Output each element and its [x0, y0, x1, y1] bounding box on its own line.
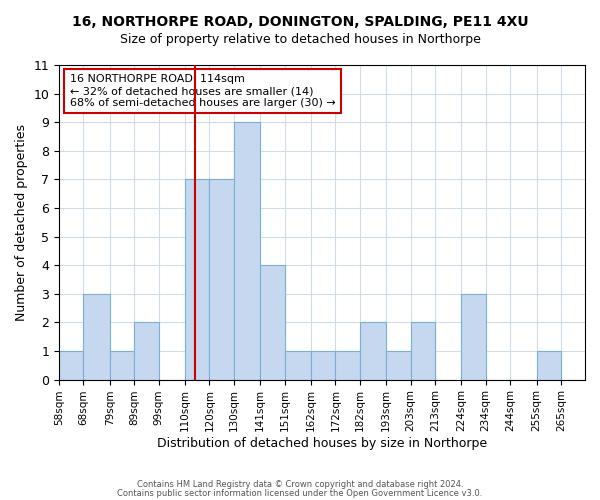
Bar — [110, 351, 134, 380]
Text: Contains public sector information licensed under the Open Government Licence v3: Contains public sector information licen… — [118, 489, 482, 498]
Bar — [359, 322, 386, 380]
Bar — [386, 351, 410, 380]
Bar — [260, 265, 284, 380]
X-axis label: Distribution of detached houses by size in Northorpe: Distribution of detached houses by size … — [157, 437, 487, 450]
Bar — [461, 294, 485, 380]
Text: Contains HM Land Registry data © Crown copyright and database right 2024.: Contains HM Land Registry data © Crown c… — [137, 480, 463, 489]
Text: Size of property relative to detached houses in Northorpe: Size of property relative to detached ho… — [119, 32, 481, 46]
Bar — [536, 351, 561, 380]
Text: 16 NORTHORPE ROAD: 114sqm
← 32% of detached houses are smaller (14)
68% of semi-: 16 NORTHORPE ROAD: 114sqm ← 32% of detac… — [70, 74, 335, 108]
Bar — [335, 351, 359, 380]
Bar — [59, 351, 83, 380]
Bar — [134, 322, 158, 380]
Text: 16, NORTHORPE ROAD, DONINGTON, SPALDING, PE11 4XU: 16, NORTHORPE ROAD, DONINGTON, SPALDING,… — [71, 15, 529, 29]
Bar — [410, 322, 435, 380]
Bar — [209, 180, 233, 380]
Y-axis label: Number of detached properties: Number of detached properties — [15, 124, 28, 321]
Bar — [311, 351, 335, 380]
Bar — [185, 180, 209, 380]
Bar — [83, 294, 110, 380]
Bar — [284, 351, 311, 380]
Bar — [233, 122, 260, 380]
